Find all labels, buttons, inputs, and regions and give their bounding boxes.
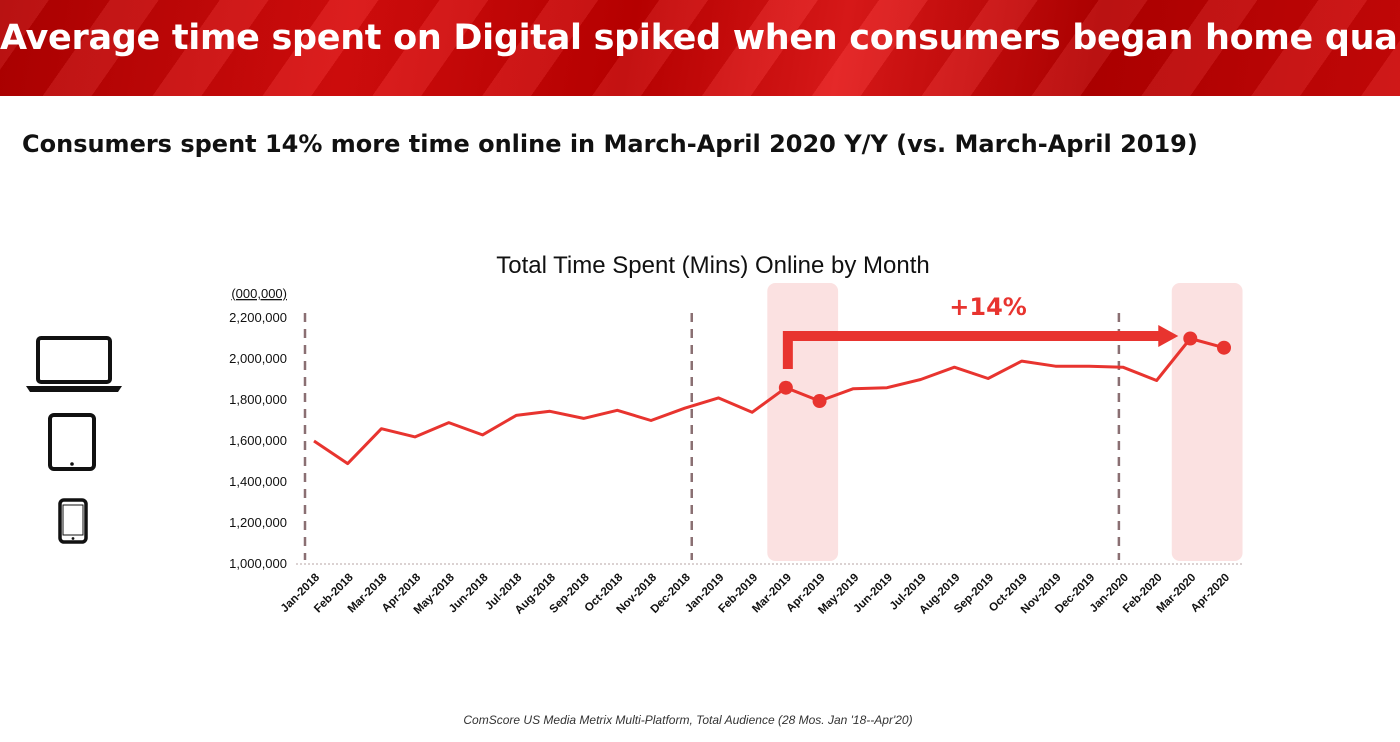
highlight-band: [1171, 283, 1243, 561]
series-line: [313, 337, 1225, 466]
data-point-apr-2020: [1217, 340, 1231, 355]
y-tick-label: 1,800,000: [229, 392, 287, 407]
y-tick-label: 1,200,000: [229, 515, 287, 530]
subtitle: Consumers spent 14% more time online in …: [22, 130, 1198, 158]
header-banner: Average time spent on Digital spiked whe…: [0, 0, 1400, 96]
chart-title: Total Time Spent (Mins) Online by Month: [496, 252, 930, 279]
y-tick-label: 1,000,000: [229, 556, 287, 571]
page-title: Average time spent on Digital spiked whe…: [0, 18, 1400, 58]
y-tick-label: 2,200,000: [229, 310, 287, 325]
data-point-apr-2019: [812, 394, 827, 409]
source-note: ComScore US Media Metrix Multi-Platform,…: [463, 713, 913, 727]
y-unit-label: (000,000): [231, 286, 287, 301]
y-tick-label: 1,400,000: [229, 474, 287, 489]
y-tick-label: 1,600,000: [229, 433, 287, 448]
data-point-mar-2020: [1183, 331, 1198, 346]
annotation-arrow-body: [782, 331, 1163, 369]
data-point-mar-2019: [778, 380, 793, 395]
tablet-icon: [48, 413, 96, 471]
smartphone-icon: [58, 498, 88, 544]
highlight-band: [767, 283, 839, 561]
annotation-arrow-head: [1158, 325, 1179, 347]
y-tick-label: 2,000,000: [229, 351, 287, 366]
laptop-icon: [26, 336, 122, 392]
annotation-label: +14%: [949, 293, 1027, 321]
